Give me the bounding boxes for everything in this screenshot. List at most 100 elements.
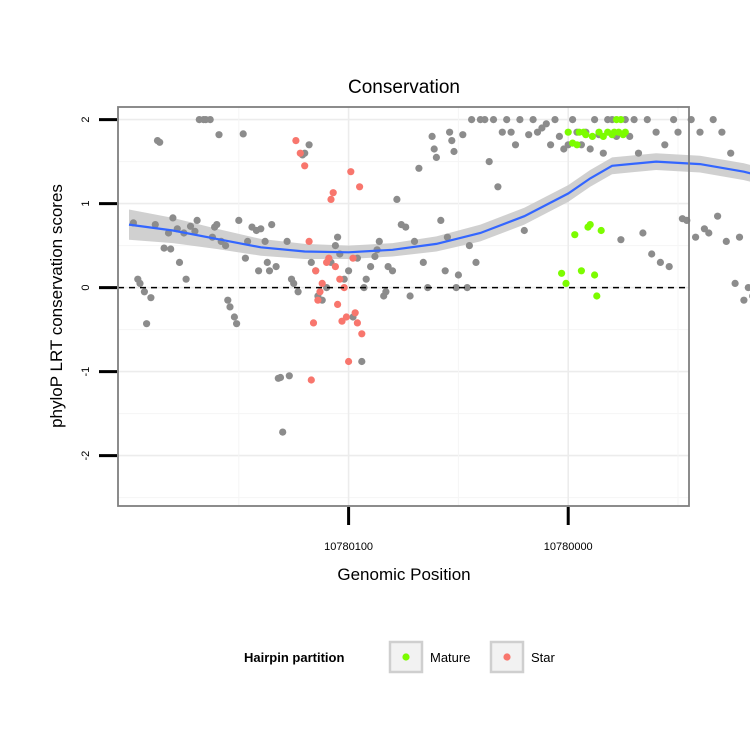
data-point-mature xyxy=(588,132,597,140)
data-point-star xyxy=(331,263,339,271)
data-point-mature xyxy=(562,279,570,287)
data-point-star xyxy=(314,296,322,304)
data-point-other xyxy=(213,221,221,229)
x-axis-title: Genomic Position xyxy=(337,565,470,584)
data-point-other xyxy=(290,279,298,287)
data-point-other xyxy=(468,116,476,124)
data-point-other xyxy=(233,320,241,328)
scatter-points xyxy=(129,116,750,436)
y-tick-label: 0 xyxy=(80,285,92,291)
data-point-other xyxy=(255,267,263,275)
data-point-other xyxy=(450,147,458,156)
y-axis: 2 1 0 -1 -2 xyxy=(80,117,117,460)
data-point-other xyxy=(193,216,201,224)
data-point-other xyxy=(415,164,423,172)
data-point-other xyxy=(452,284,460,292)
smooth-line-group xyxy=(128,160,750,254)
data-point-other xyxy=(257,225,265,233)
data-point-other xyxy=(542,120,550,128)
data-point-other xyxy=(722,237,730,245)
data-point-other xyxy=(665,263,673,271)
data-point-other xyxy=(151,221,159,229)
data-point-other xyxy=(705,229,713,237)
data-point-other xyxy=(696,128,704,136)
data-point-other xyxy=(272,263,280,271)
data-point-other xyxy=(371,252,379,261)
data-point-other xyxy=(235,216,243,224)
data-point-other xyxy=(279,428,287,436)
data-point-star xyxy=(309,319,318,327)
data-point-other xyxy=(432,153,440,161)
data-point-other xyxy=(617,236,625,244)
legend-label-star: Star xyxy=(531,650,556,665)
plot-area xyxy=(117,106,750,507)
data-point-other xyxy=(714,212,722,220)
data-point-star xyxy=(336,275,344,283)
data-point-other xyxy=(443,233,451,241)
data-point-mature xyxy=(593,292,601,300)
data-point-star xyxy=(327,195,335,203)
data-point-mature xyxy=(577,267,586,275)
data-point-other xyxy=(226,303,234,311)
data-point-other xyxy=(156,138,164,146)
data-point-mature xyxy=(617,116,625,124)
data-point-other xyxy=(446,128,454,136)
data-point-star xyxy=(312,267,320,275)
data-point-other xyxy=(136,279,144,287)
data-point-other xyxy=(437,216,445,224)
data-point-star xyxy=(296,149,304,157)
data-point-other xyxy=(599,149,607,157)
data-point-other xyxy=(448,137,456,145)
data-point-other xyxy=(634,149,643,157)
data-point-mature xyxy=(586,221,594,229)
data-point-other xyxy=(727,149,735,157)
data-point-other xyxy=(375,237,383,245)
data-point-star xyxy=(334,300,342,308)
data-point-other xyxy=(224,296,232,304)
data-point-other xyxy=(419,258,427,266)
data-point-star xyxy=(349,254,357,262)
legend-label-mature: Mature xyxy=(430,650,470,665)
y-tick-label: -1 xyxy=(80,367,92,377)
data-point-other xyxy=(516,116,524,124)
data-point-other xyxy=(241,254,249,262)
data-point-star xyxy=(307,376,315,384)
data-point-other xyxy=(345,267,353,275)
data-point-star xyxy=(318,279,326,287)
data-point-other xyxy=(555,132,564,140)
data-point-other xyxy=(529,116,537,124)
data-point-other xyxy=(503,116,511,124)
data-point-other xyxy=(639,229,647,237)
y-tick-label: 1 xyxy=(80,201,92,207)
data-point-other xyxy=(511,141,520,149)
data-point-star xyxy=(347,168,355,176)
x-axis: 107801001078000010779900 xyxy=(324,507,593,553)
data-point-other xyxy=(382,288,390,296)
data-point-mature xyxy=(591,271,599,279)
data-point-other xyxy=(140,288,148,296)
data-point-star xyxy=(342,313,350,321)
data-point-other xyxy=(547,141,555,149)
data-point-star xyxy=(305,237,313,245)
data-point-other xyxy=(143,320,151,328)
data-point-other xyxy=(239,130,247,138)
data-point-other xyxy=(494,183,502,191)
legend-title: Hairpin partition xyxy=(244,650,344,665)
data-point-other xyxy=(718,128,726,136)
data-point-other xyxy=(740,296,748,304)
data-point-star xyxy=(345,357,353,366)
data-point-star xyxy=(316,288,324,296)
data-point-other xyxy=(525,131,533,139)
data-point-other xyxy=(481,116,489,124)
data-point-other xyxy=(454,271,462,279)
data-point-other xyxy=(459,131,467,139)
data-point-other xyxy=(731,279,739,287)
data-point-other xyxy=(285,372,293,380)
y-axis-title: phyloP LRT conservation scores xyxy=(47,184,66,428)
data-point-other xyxy=(670,116,678,124)
data-point-star xyxy=(329,189,337,197)
series-mature xyxy=(558,116,629,300)
legend-dot-star xyxy=(503,653,511,661)
x-tick-label: 10780000 xyxy=(544,541,593,553)
